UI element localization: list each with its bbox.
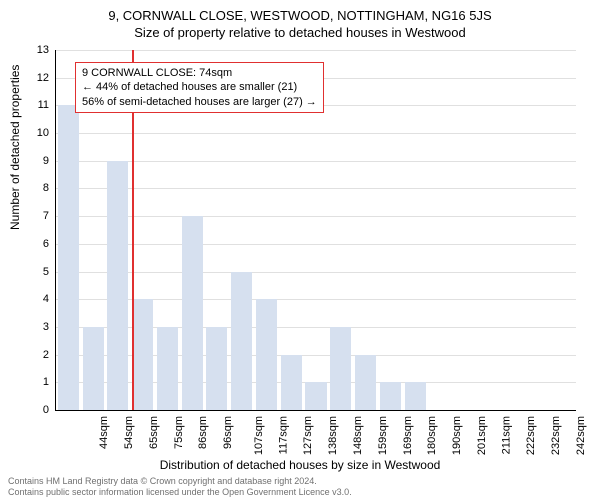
x-tick-label: 180sqm — [426, 416, 438, 455]
x-tick-label: 232sqm — [550, 416, 562, 455]
y-tick-label: 0 — [29, 404, 49, 416]
bar — [182, 216, 203, 410]
bar — [107, 161, 128, 410]
y-tick-label: 7 — [29, 210, 49, 222]
bar — [380, 382, 401, 410]
x-tick-label: 222sqm — [525, 416, 537, 455]
x-tick-label: 169sqm — [402, 416, 414, 455]
bar — [281, 355, 302, 410]
x-tick-label: 127sqm — [303, 416, 315, 455]
y-tick-label: 12 — [29, 72, 49, 84]
bar — [83, 327, 104, 410]
y-tick-label: 5 — [29, 266, 49, 278]
x-tick-label: 159sqm — [377, 416, 389, 455]
annotation-line: 9 CORNWALL CLOSE: 74sqm — [82, 66, 317, 80]
x-tick-label: 107sqm — [253, 416, 265, 455]
annotation-line: ← 44% of detached houses are smaller (21… — [82, 80, 317, 94]
y-tick-label: 2 — [29, 349, 49, 361]
x-tick-label: 44sqm — [98, 416, 110, 449]
bar — [305, 382, 326, 410]
page-subtitle: Size of property relative to detached ho… — [0, 23, 600, 40]
footer-line: Contains public sector information licen… — [8, 487, 352, 498]
x-tick-label: 117sqm — [277, 416, 289, 454]
bar — [58, 105, 79, 410]
y-tick-label: 1 — [29, 376, 49, 388]
annotation-line: 56% of semi-detached houses are larger (… — [82, 95, 317, 109]
x-tick-label: 211sqm — [500, 416, 512, 454]
y-tick-label: 3 — [29, 321, 49, 333]
x-tick-label: 201sqm — [476, 416, 488, 455]
x-tick-label: 138sqm — [327, 416, 339, 455]
x-tick-label: 190sqm — [451, 416, 463, 455]
y-tick-label: 9 — [29, 155, 49, 167]
annotation-box: 9 CORNWALL CLOSE: 74sqm ← 44% of detache… — [75, 62, 324, 113]
bar — [330, 327, 351, 410]
x-tick-label: 242sqm — [575, 416, 587, 455]
x-tick-label: 96sqm — [222, 416, 234, 449]
footer-line: Contains HM Land Registry data © Crown c… — [8, 476, 352, 487]
bar — [355, 355, 376, 410]
bar — [157, 327, 178, 410]
bar — [132, 299, 153, 410]
x-tick-label: 54sqm — [123, 416, 135, 449]
bar — [231, 272, 252, 410]
y-tick-label: 6 — [29, 238, 49, 250]
bar — [256, 299, 277, 410]
bar — [405, 382, 426, 410]
x-axis-label: Distribution of detached houses by size … — [0, 458, 600, 472]
page-title: 9, CORNWALL CLOSE, WESTWOOD, NOTTINGHAM,… — [0, 0, 600, 23]
bar — [206, 327, 227, 410]
y-axis-label: Number of detached properties — [8, 65, 22, 230]
x-tick-label: 65sqm — [148, 416, 160, 449]
y-tick-label: 11 — [29, 99, 49, 111]
x-tick-label: 75sqm — [173, 416, 185, 449]
y-tick-label: 8 — [29, 182, 49, 194]
y-tick-label: 10 — [29, 127, 49, 139]
x-tick-label: 148sqm — [352, 416, 364, 455]
y-tick-label: 4 — [29, 293, 49, 305]
y-tick-label: 13 — [29, 44, 49, 56]
footer: Contains HM Land Registry data © Crown c… — [8, 476, 352, 498]
x-tick-label: 86sqm — [197, 416, 209, 449]
chart: 44sqm54sqm65sqm75sqm86sqm96sqm107sqm117s… — [55, 50, 575, 410]
